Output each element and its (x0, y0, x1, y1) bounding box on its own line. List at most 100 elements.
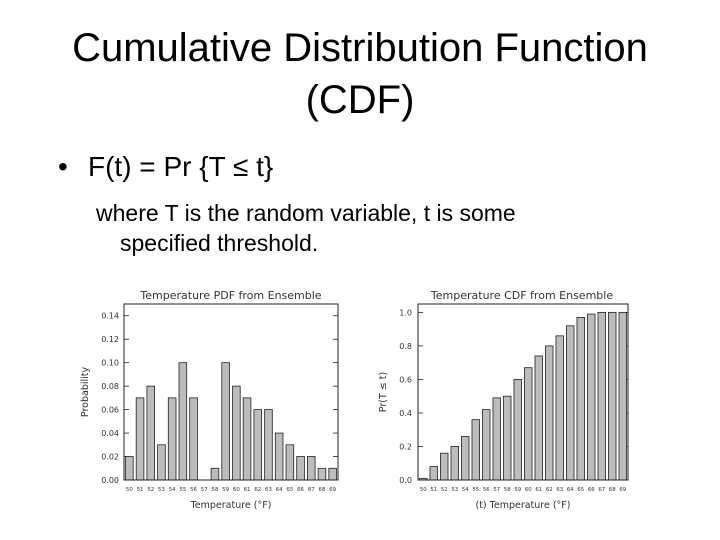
y-tick-label: 0.06 (101, 406, 119, 415)
x-tick-label: 68 (609, 487, 616, 493)
bar-53 (450, 446, 459, 481)
x-tick-label: 54 (169, 487, 176, 493)
y-axis-label: Probability (80, 367, 91, 418)
x-tick-label: 64 (567, 487, 574, 493)
x-tick-label: 69 (619, 487, 626, 493)
x-tick-label: 59 (222, 487, 229, 493)
bar-68 (317, 467, 327, 481)
bar-55 (471, 419, 480, 481)
y-tick-label: 0.8 (399, 342, 412, 351)
bar-64 (566, 325, 575, 481)
plot-frame (417, 303, 629, 481)
bar-58 (210, 467, 220, 481)
bar-50 (125, 456, 134, 481)
x-tick-label: 56 (483, 487, 490, 493)
title-line-2: (CDF) (305, 78, 415, 122)
bullet-formula: F(t) = Pr {T ≤ t} (88, 151, 274, 182)
bar-64 (274, 432, 284, 481)
chart-title: Temperature PDF from Ensemble (139, 289, 321, 302)
x-tick-label: 55 (179, 487, 186, 493)
bar-67 (306, 456, 316, 481)
bar-62 (545, 345, 554, 481)
x-axis-label: (t) Temperature (°F) (476, 500, 571, 511)
plot-frame (123, 303, 339, 481)
bar-54 (461, 436, 470, 481)
bar-62 (253, 409, 262, 481)
title-line-1: Cumulative Distribution Function (72, 26, 648, 70)
bullet-item: • F(t) = Pr {T ≤ t} (58, 150, 273, 184)
x-tick-label: 52 (147, 487, 154, 493)
bar-66 (296, 456, 305, 481)
bar-52 (146, 385, 155, 481)
bar-55 (178, 362, 188, 481)
x-tick-label: 60 (525, 487, 532, 493)
chart-title: Temperature CDF from Ensemble (430, 289, 613, 302)
bar-59 (513, 379, 522, 481)
x-tick-label: 57 (201, 487, 208, 493)
y-tick-label: 0.10 (101, 359, 119, 368)
x-tick-label: 61 (535, 487, 542, 493)
bar-66 (587, 313, 596, 481)
x-tick-label: 58 (504, 487, 511, 493)
bar-65 (285, 444, 295, 481)
bar-65 (576, 317, 585, 481)
y-tick-label: 0.14 (101, 312, 119, 321)
y-tick-label: 0.04 (101, 429, 119, 438)
bar-60 (232, 385, 241, 481)
bar-63 (264, 409, 273, 481)
bar-63 (555, 335, 564, 481)
x-tick-label: 55 (472, 487, 479, 493)
y-tick-label: 0.12 (101, 335, 119, 344)
y-tick-label: 0.00 (101, 476, 119, 485)
x-tick-label: 54 (462, 487, 469, 493)
bar-54 (167, 397, 177, 481)
x-tick-label: 50 (420, 487, 427, 493)
x-tick-label: 56 (190, 487, 197, 493)
bar-52 (440, 452, 449, 481)
bar-61 (534, 355, 543, 481)
x-tick-label: 69 (329, 487, 336, 493)
bar-59 (221, 362, 230, 481)
x-tick-label: 59 (514, 487, 521, 493)
bar-51 (429, 466, 438, 481)
bullet-dot: • (58, 151, 68, 182)
x-tick-label: 60 (233, 487, 240, 493)
slide-title: Cumulative Distribution Function (CDF) (0, 22, 720, 126)
x-tick-label: 65 (286, 487, 293, 493)
y-tick-label: 0.0 (399, 476, 412, 485)
x-tick-label: 52 (441, 487, 448, 493)
bar-69 (328, 467, 337, 481)
x-tick-label: 66 (588, 487, 595, 493)
cdf-chart: Temperature CDF from Ensemble 0.0 0.2 0.4 0.… (378, 289, 629, 511)
x-tick-label: 50 (126, 487, 133, 493)
x-tick-label: 57 (493, 487, 500, 493)
bar-57 (492, 397, 501, 481)
bar-58 (503, 395, 512, 481)
x-tick-label: 62 (546, 487, 553, 493)
x-tick-label: 63 (556, 487, 563, 493)
x-tick-label: 64 (276, 487, 283, 493)
x-tick-label: 62 (254, 487, 261, 493)
x-tick-label: 63 (265, 487, 272, 493)
x-tick-label: 58 (212, 487, 219, 493)
y-tick-label: 0.4 (399, 409, 412, 418)
y-tick-label: 0.2 (399, 442, 412, 451)
x-tick-label: 67 (598, 487, 605, 493)
bar-61 (242, 397, 252, 481)
y-tick-label: 0.08 (101, 382, 119, 391)
y-tick-label: 1.0 (399, 308, 412, 317)
x-tick-label: 53 (451, 487, 458, 493)
y-tick-label: 0.02 (101, 453, 119, 462)
y-axis-label: Pr(T ≤ t) (378, 372, 389, 412)
x-tick-label: 51 (137, 487, 144, 493)
x-axis-label: Temperature (°F) (190, 500, 272, 511)
bar-56 (189, 397, 198, 481)
x-tick-label: 65 (577, 487, 584, 493)
x-tick-label: 66 (297, 487, 304, 493)
x-tick-label: 67 (308, 487, 315, 493)
bar-60 (524, 367, 533, 481)
y-tick-label: 0.6 (399, 375, 412, 384)
bar-69 (618, 311, 627, 481)
pdf-chart: Temperature PDF from Ensemble 0.00 0.02 0.0… (80, 289, 339, 511)
